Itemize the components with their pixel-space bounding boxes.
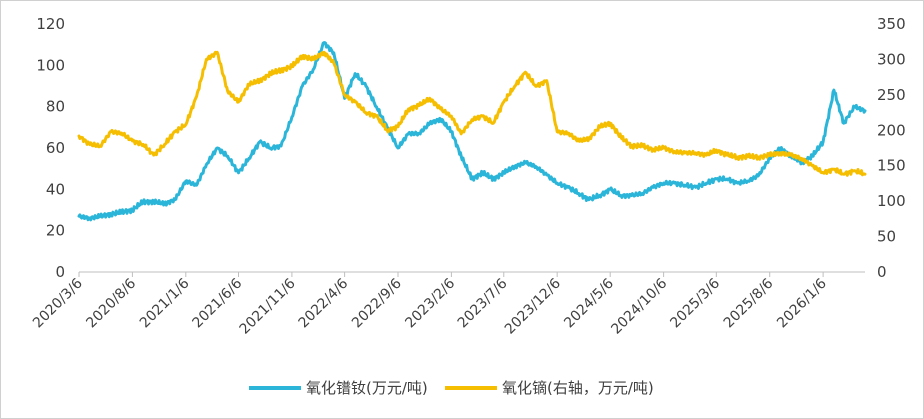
series-line-1 bbox=[77, 41, 867, 222]
y-right-tick-label: 0 bbox=[877, 263, 887, 281]
legend-label-1: 氧化镨钕(万元/吨) bbox=[306, 379, 428, 397]
y-right-tick-label: 150 bbox=[877, 157, 906, 175]
legend-label-2: 氧化镝(右轴，万元/吨) bbox=[502, 379, 654, 397]
y-right-tick-label: 100 bbox=[877, 192, 906, 210]
y-left-tick-label: 80 bbox=[46, 98, 65, 116]
x-tick-label: 2021/6/6 bbox=[190, 275, 246, 331]
series-line-2 bbox=[77, 50, 867, 177]
x-tick-label: 2024/5/6 bbox=[561, 275, 617, 331]
series-lines bbox=[77, 41, 867, 222]
y-left-tick-label: 40 bbox=[46, 180, 65, 198]
y-left-tick-labels: 0 20 40 60 80 100 120 bbox=[36, 15, 65, 281]
x-tick-label: 2021/1/6 bbox=[137, 275, 193, 331]
x-tick-label: 2025/8/6 bbox=[721, 275, 777, 331]
y-left-tick-label: 100 bbox=[36, 56, 65, 74]
x-tick-label: 2020/3/6 bbox=[30, 275, 86, 331]
y-left-tick-label: 0 bbox=[55, 263, 65, 281]
y-right-tick-labels: 0 50 100 150 200 250 300 350 bbox=[877, 15, 906, 281]
y-right-tick-label: 350 bbox=[877, 15, 906, 33]
x-tick-label: 2020/8/6 bbox=[83, 275, 139, 331]
y-left-tick-label: 120 bbox=[36, 15, 65, 33]
x-tick-label: 2023/7/6 bbox=[455, 275, 511, 331]
y-right-tick-label: 300 bbox=[877, 50, 906, 68]
legend: 氧化镨钕(万元/吨) 氧化镝(右轴，万元/吨) bbox=[249, 379, 654, 397]
x-tick-label: 2023/2/6 bbox=[402, 275, 458, 331]
x-tick-label: 2021/11/6 bbox=[237, 275, 299, 337]
x-tick-label: 2025/3/6 bbox=[667, 275, 723, 331]
x-tick-marks bbox=[78, 272, 824, 277]
y-right-tick-label: 200 bbox=[877, 121, 906, 139]
x-tick-label: 2026/1/6 bbox=[774, 275, 830, 331]
x-tick-label: 2024/10/6 bbox=[608, 275, 670, 337]
x-tick-label: 2022/9/6 bbox=[349, 275, 405, 331]
y-right-tick-label: 250 bbox=[877, 86, 906, 104]
y-left-tick-label: 20 bbox=[46, 222, 65, 240]
x-tick-label: 2022/4/6 bbox=[296, 275, 352, 331]
y-right-tick-label: 50 bbox=[877, 228, 896, 246]
x-tick-label: 2023/12/6 bbox=[502, 275, 564, 337]
y-left-tick-label: 60 bbox=[46, 139, 65, 157]
x-tick-labels: 2020/3/62020/8/62021/1/62021/6/62021/11/… bbox=[30, 275, 830, 337]
